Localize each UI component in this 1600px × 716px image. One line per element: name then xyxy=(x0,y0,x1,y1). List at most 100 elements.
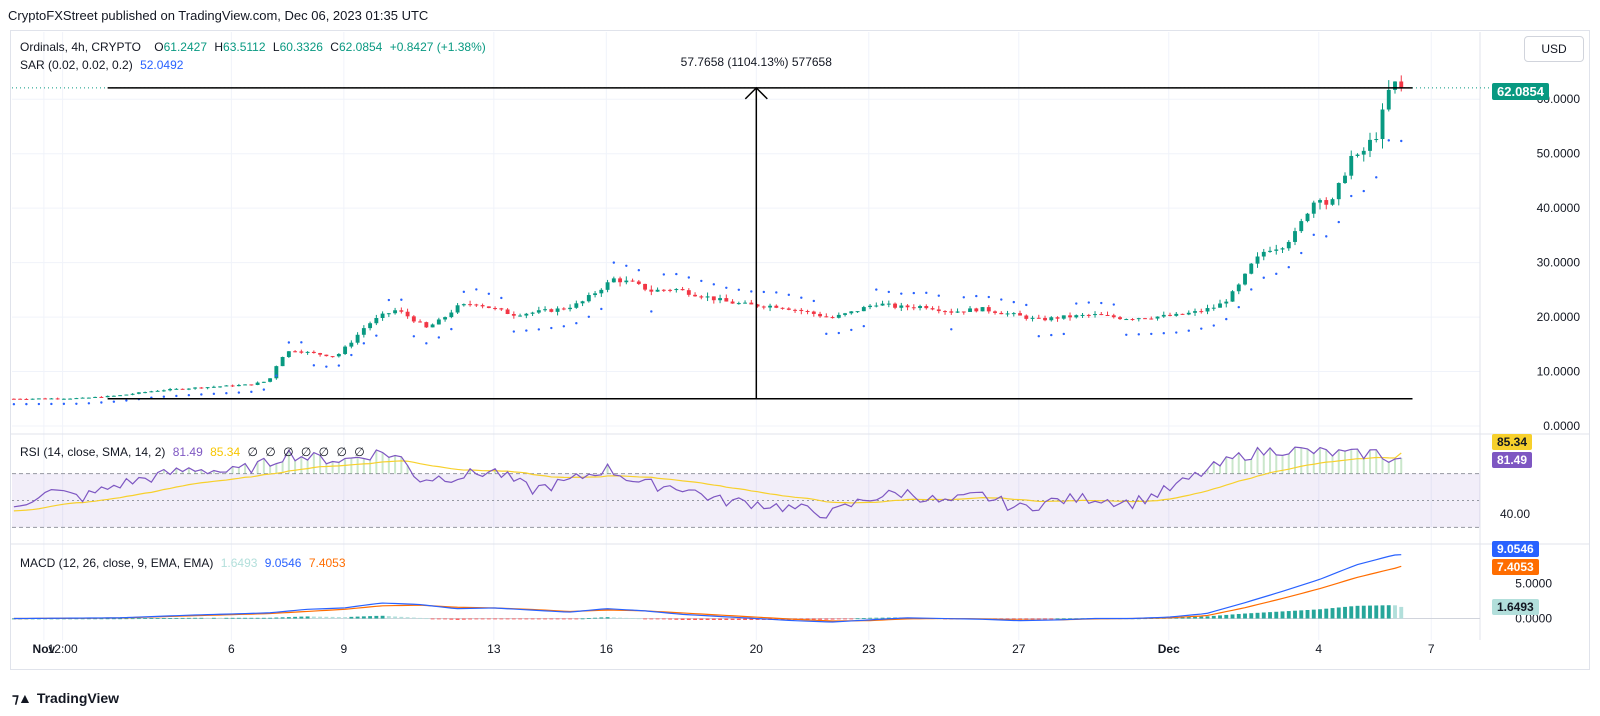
macd-hist-bar xyxy=(1336,607,1341,619)
candle-body xyxy=(455,305,460,313)
sar-dot xyxy=(1087,301,1090,304)
candle-body xyxy=(911,307,916,309)
candle-body xyxy=(324,354,329,357)
macd-tick-label: 0.0000 xyxy=(1515,612,1552,626)
macd-hist-bar xyxy=(149,618,154,619)
candle-body xyxy=(593,293,598,296)
sar-dot xyxy=(637,269,641,272)
candle-body xyxy=(1336,183,1341,200)
rsi-extra-5: ∅ xyxy=(318,445,330,459)
sar-dot xyxy=(1125,333,1128,337)
macd-hist-bar xyxy=(1005,618,1010,620)
candle-body xyxy=(1105,314,1110,316)
macd-hist-bar xyxy=(636,618,641,620)
x-tick-label: Nov xyxy=(33,642,56,656)
macd-hist-bar xyxy=(1305,610,1310,619)
candle-body xyxy=(249,384,254,386)
macd-hist-bar xyxy=(1361,605,1366,619)
macd-hist-bar xyxy=(1011,618,1016,620)
candle-body xyxy=(1243,273,1247,285)
candle-body xyxy=(718,298,723,301)
macd-signal-line xyxy=(13,565,1402,622)
sar-dot xyxy=(612,261,616,264)
macd-hist-bar xyxy=(268,617,273,619)
macd-hist-bar xyxy=(155,618,160,619)
sar-dot xyxy=(1150,332,1153,336)
macd-hist-bar xyxy=(849,618,854,620)
macd-hist-bar xyxy=(1349,606,1354,619)
macd-hist-bar xyxy=(686,618,691,620)
macd-hist-bar xyxy=(861,618,866,619)
candle-body xyxy=(711,296,716,301)
brand-label: TradingView xyxy=(36,690,120,706)
sar-dot xyxy=(925,291,928,295)
candle-body xyxy=(1024,315,1029,319)
sar-dot xyxy=(225,392,228,395)
sar-dot xyxy=(1000,298,1003,301)
sar-dot xyxy=(825,332,828,336)
candle-body xyxy=(849,311,854,314)
macd-hist-bar xyxy=(161,618,166,619)
macd-hist-bar xyxy=(643,618,648,620)
tradingview-logo-icon: ⁊▲ xyxy=(12,690,32,706)
macd-hist-bar xyxy=(486,618,491,620)
candle-body xyxy=(486,306,491,309)
macd-hist-bar xyxy=(1030,618,1035,620)
sar-dot xyxy=(1362,189,1365,193)
sar-dot xyxy=(337,364,341,367)
sar-dot xyxy=(575,321,578,325)
sar-dot xyxy=(312,364,316,367)
x-tick-label: 27 xyxy=(1012,642,1026,656)
sar-dot xyxy=(850,328,853,332)
candle-body xyxy=(1011,313,1016,315)
macd-hist-bar xyxy=(680,618,685,620)
macd-hist-bar xyxy=(1068,618,1072,620)
low-value: 60.3326 xyxy=(279,40,323,54)
macd-hist-bar xyxy=(324,616,329,619)
candle-body xyxy=(530,312,535,314)
candle-body xyxy=(361,328,366,335)
macd-hist-bar xyxy=(1374,605,1379,619)
sar-dot xyxy=(287,341,291,344)
sar-dot xyxy=(125,399,128,402)
measure-label: 57.7658 (1104.13%) 577658 xyxy=(681,55,833,69)
macd-hist-bar xyxy=(168,618,173,619)
candle-body xyxy=(1293,231,1297,242)
candle-body xyxy=(955,311,960,313)
macd-hist-bar xyxy=(1318,609,1322,619)
candle-body xyxy=(161,390,166,392)
macd-hist-bar xyxy=(349,616,354,619)
candle-body xyxy=(1180,313,1185,315)
macd-hist-bar xyxy=(11,618,16,620)
candle-body xyxy=(1261,251,1266,257)
candle-body xyxy=(1380,109,1385,140)
macd-hist-bar xyxy=(305,616,310,619)
macd-hist-bar xyxy=(736,618,741,620)
sar-dot xyxy=(362,342,366,345)
candle-body xyxy=(580,301,585,304)
macd-hist-bar xyxy=(99,618,104,620)
sar-dot xyxy=(275,374,278,377)
macd-hist-bar xyxy=(255,617,260,619)
macd-hist-bar xyxy=(243,617,248,619)
sar-dot xyxy=(500,296,503,300)
candle-body xyxy=(399,310,404,312)
sar-dot xyxy=(462,290,466,294)
sar-dot xyxy=(1237,305,1240,309)
macd-hist-bar xyxy=(205,617,210,619)
sar-dot xyxy=(800,296,803,299)
candle-body xyxy=(199,387,204,389)
candle-body xyxy=(893,303,897,308)
currency-button[interactable]: USD xyxy=(1524,36,1584,62)
sar-dot xyxy=(537,328,541,331)
candle-body xyxy=(968,308,972,312)
candle-body xyxy=(599,289,604,294)
sar-dot xyxy=(162,395,166,398)
macd-hist-bar xyxy=(105,618,110,620)
candle-body xyxy=(1368,139,1372,151)
candle-body xyxy=(518,315,523,317)
sar-dot xyxy=(750,290,753,293)
tradingview-brand[interactable]: ⁊▲ TradingView xyxy=(12,690,119,707)
sar-dot xyxy=(950,328,953,331)
